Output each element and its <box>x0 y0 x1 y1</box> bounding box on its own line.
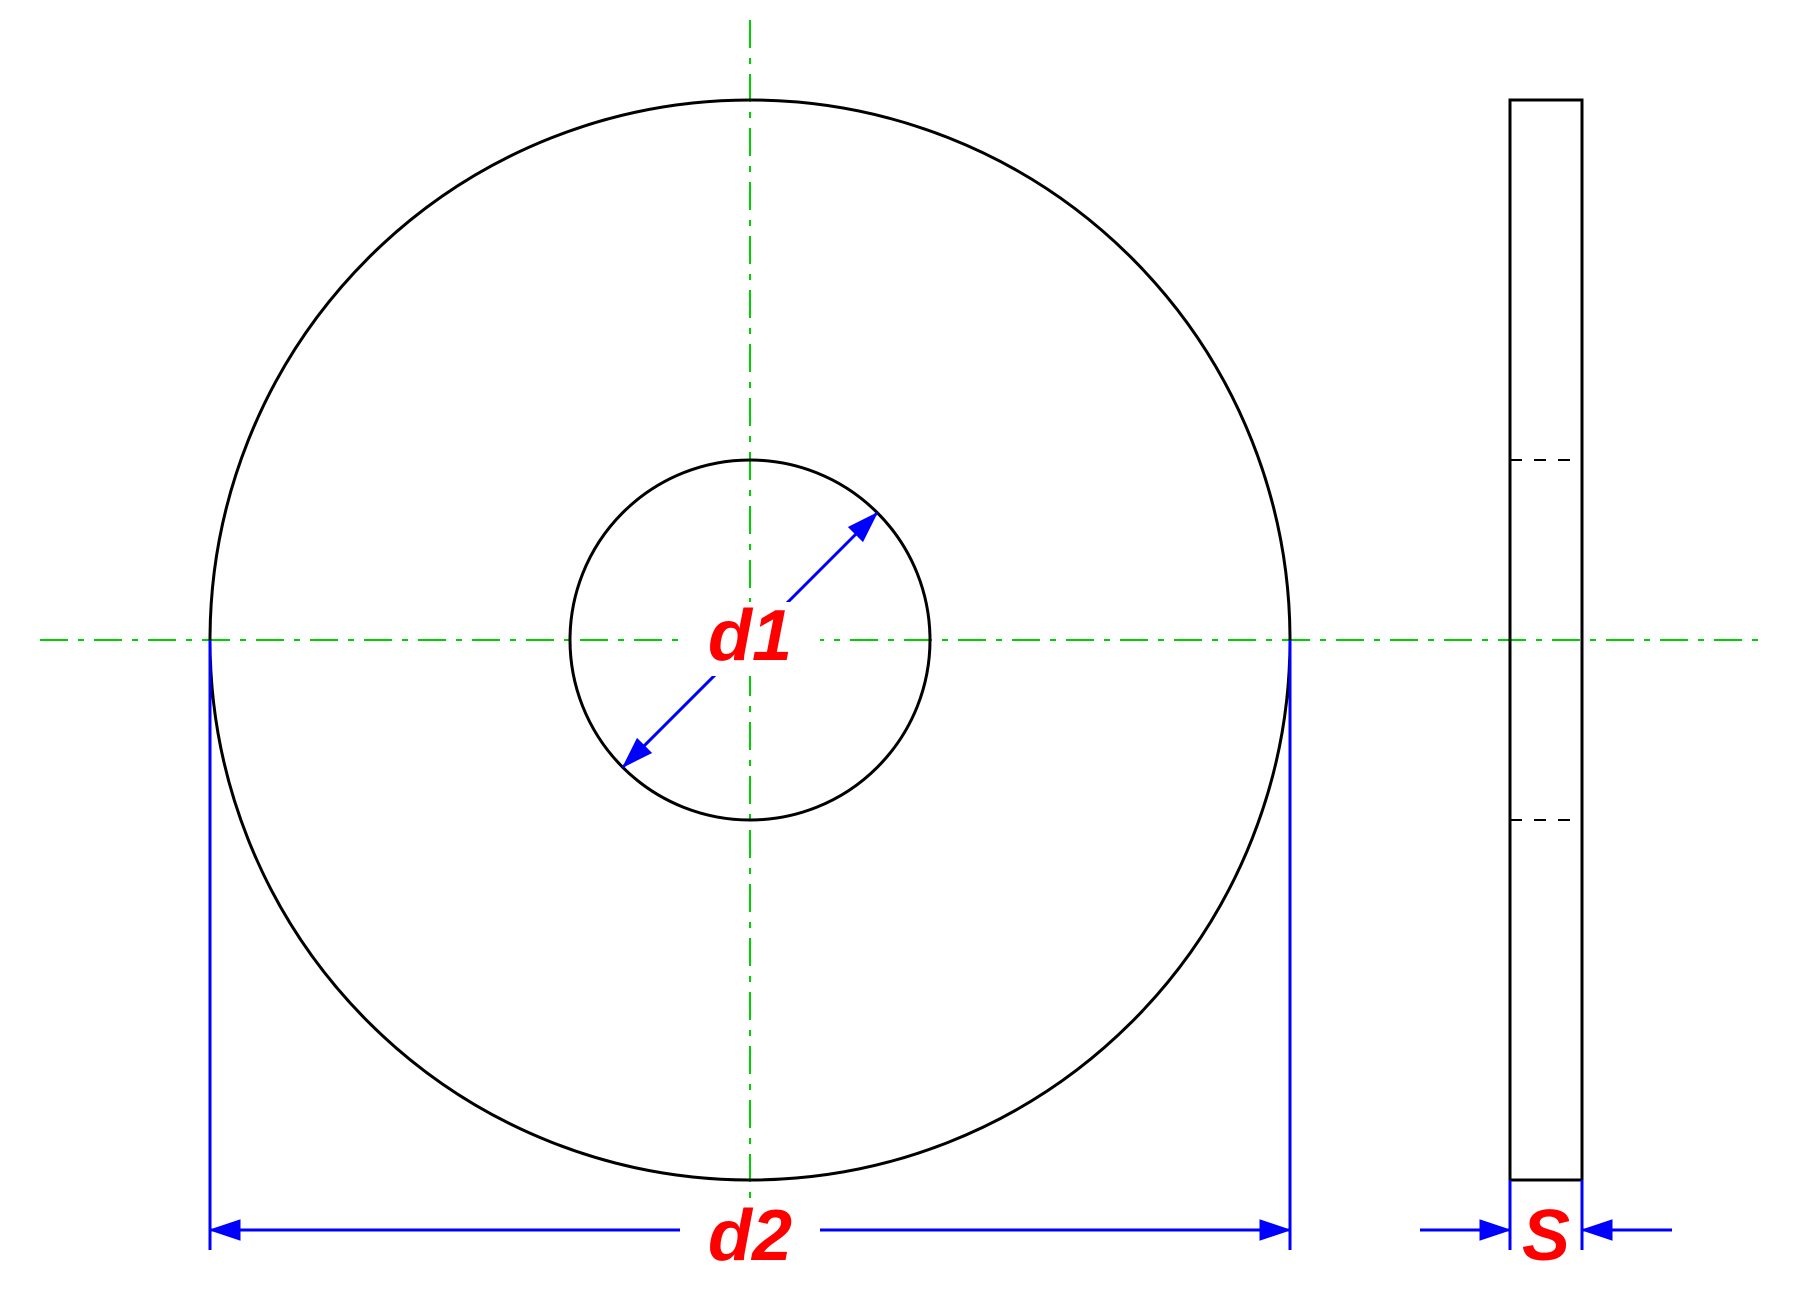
dimension-s: S <box>1420 1180 1672 1276</box>
label-d1: d1 <box>708 596 792 676</box>
centerlines <box>40 20 1760 1260</box>
label-s: S <box>1522 1196 1570 1276</box>
label-d2: d2 <box>708 1196 792 1276</box>
